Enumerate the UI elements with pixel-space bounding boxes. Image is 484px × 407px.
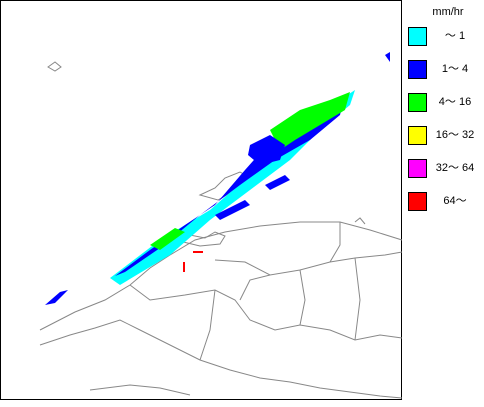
coastline bbox=[39, 61, 403, 399]
legend-swatch bbox=[408, 126, 427, 145]
radar-echo bbox=[45, 52, 390, 305]
legend-swatch bbox=[408, 159, 427, 178]
legend-unit: mm/hr bbox=[432, 6, 464, 18]
legend-label: 1～ 4 bbox=[442, 63, 468, 75]
legend-label: ～ 1 bbox=[445, 30, 465, 42]
map bbox=[0, 0, 403, 400]
legend-label: 4～ 16 bbox=[439, 96, 471, 108]
legend-swatch bbox=[408, 93, 427, 112]
legend-label: 64～ bbox=[443, 195, 466, 207]
legend-label: 32～ 64 bbox=[436, 162, 475, 174]
marker bbox=[183, 251, 203, 272]
legend-label: 16～ 32 bbox=[436, 129, 475, 141]
legend-swatch bbox=[408, 27, 427, 46]
legend: mm/hr ～ 1 1～ 4 4～ 16 16～ 32 32～ 64 64～ bbox=[408, 6, 475, 211]
legend-swatch bbox=[408, 60, 427, 79]
legend-swatch bbox=[408, 192, 427, 211]
map-frame bbox=[0, 0, 402, 400]
